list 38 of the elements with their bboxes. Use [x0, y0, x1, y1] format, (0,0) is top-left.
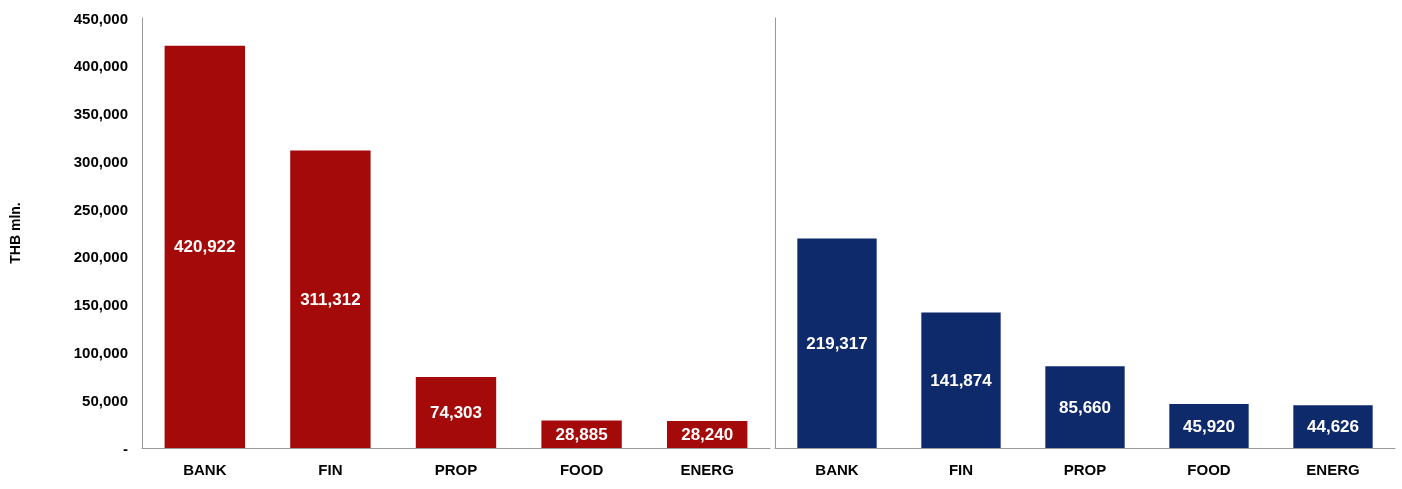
bar	[1293, 405, 1373, 448]
data-label: 45,920	[1183, 416, 1235, 436]
y-tick-label: 300,000	[73, 152, 128, 170]
data-label: 28,885	[555, 424, 608, 444]
x-tick-label: BANK	[815, 461, 859, 478]
y-axis-title: THB mln.	[7, 202, 23, 264]
y-tick-label: 450,000	[73, 9, 128, 27]
data-label: 28,240	[681, 425, 734, 445]
x-tick-label: FIN	[948, 461, 974, 478]
x-tick-label: FOOD	[559, 461, 604, 478]
bar	[1045, 366, 1125, 448]
bar	[290, 150, 371, 448]
data-label: 85,660	[1059, 397, 1111, 417]
x-tick-label: PROP	[1063, 461, 1107, 478]
x-tick-label: BANK	[183, 461, 227, 478]
y-tick-label: 150,000	[73, 296, 128, 314]
x-tick-label: PROP	[434, 461, 478, 478]
x-tick-label: FIN	[318, 461, 343, 478]
data-label: 420,922	[174, 237, 236, 257]
data-label: 311,312	[300, 289, 361, 309]
y-tick-label: 50,000	[82, 391, 128, 409]
data-label: 219,317	[806, 333, 868, 353]
bar	[415, 377, 497, 448]
y-tick-label: 250,000	[73, 200, 128, 218]
y-tick-label: 400,000	[73, 57, 128, 75]
data-label: 74,303	[430, 403, 482, 422]
x-tick-label: ENERG	[1306, 461, 1360, 478]
bar	[797, 238, 877, 448]
data-label: 141,874	[930, 370, 993, 390]
bar	[164, 45, 245, 448]
y-tick-label: 200,000	[73, 248, 128, 266]
x-tick-label: ENERG	[680, 461, 734, 478]
y-tick-label: 350,000	[73, 105, 128, 123]
data-label: 44,626	[1307, 417, 1359, 437]
bar	[921, 312, 1001, 448]
y-tick-label: 100,000	[73, 343, 128, 361]
y-tick-label: -	[123, 439, 128, 457]
x-tick-label: FOOD	[1187, 461, 1231, 478]
